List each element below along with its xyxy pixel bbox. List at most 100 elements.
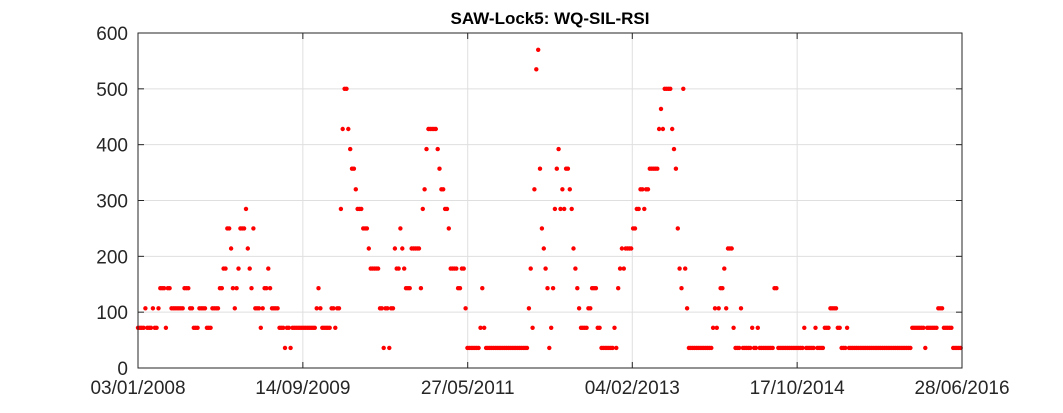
data-point xyxy=(282,345,288,351)
data-point xyxy=(264,286,269,291)
data-point xyxy=(420,206,425,212)
data-point xyxy=(844,325,850,330)
data-point xyxy=(722,266,727,271)
data-point xyxy=(351,166,357,171)
data-point xyxy=(552,206,558,212)
y-tick-label: 0 xyxy=(117,359,128,380)
data-point xyxy=(416,246,422,251)
data-point xyxy=(241,226,247,231)
data-point xyxy=(532,187,537,192)
data-point xyxy=(141,325,146,330)
data-point xyxy=(444,206,450,212)
data-point xyxy=(400,246,405,251)
data-point xyxy=(655,166,660,171)
data-point xyxy=(714,325,719,330)
data-point xyxy=(202,306,208,311)
data-point xyxy=(338,206,344,212)
data-point xyxy=(314,306,319,311)
x-tick-label: 14/09/2009 xyxy=(255,378,350,399)
data-point xyxy=(422,187,427,192)
data-point xyxy=(318,306,323,311)
data-point xyxy=(575,286,580,291)
data-point xyxy=(286,325,291,330)
data-point xyxy=(247,266,252,271)
y-tick-label: 100 xyxy=(96,303,128,324)
data-point xyxy=(396,266,401,271)
data-point xyxy=(584,325,589,330)
data-point xyxy=(267,286,273,291)
data-point xyxy=(833,306,839,311)
data-point xyxy=(534,67,539,72)
data-point xyxy=(576,306,582,311)
data-point xyxy=(673,166,679,171)
data-point xyxy=(316,286,321,291)
data-point xyxy=(366,246,371,251)
data-point xyxy=(569,206,574,212)
data-point xyxy=(617,266,623,271)
data-point xyxy=(232,306,237,311)
y-axis: 0 100 200 300 400 500 600 xyxy=(96,24,962,380)
data-point xyxy=(457,286,463,291)
data-point xyxy=(934,325,939,330)
data-point xyxy=(331,306,336,311)
data-point xyxy=(476,345,481,351)
data-point xyxy=(560,187,565,192)
data-point xyxy=(813,325,818,330)
data-point xyxy=(258,325,263,330)
data-point xyxy=(921,325,926,330)
grid-lines xyxy=(138,33,962,368)
data-point xyxy=(709,345,714,351)
data-point xyxy=(668,86,673,92)
data-point xyxy=(679,286,684,291)
data-point xyxy=(556,146,561,152)
y-tick-label: 300 xyxy=(96,192,128,213)
data-point xyxy=(539,226,545,231)
data-point xyxy=(565,166,571,171)
data-point xyxy=(645,187,651,192)
data-point xyxy=(353,187,358,192)
data-point xyxy=(677,266,682,271)
data-point xyxy=(826,325,831,330)
data-point xyxy=(418,286,424,291)
data-point xyxy=(364,226,370,231)
data-point xyxy=(461,266,466,271)
data-point xyxy=(802,325,807,330)
data-point xyxy=(681,86,686,92)
data-point xyxy=(562,206,567,212)
data-point xyxy=(526,306,532,311)
data-point xyxy=(558,206,563,212)
data-point xyxy=(753,345,759,351)
data-point xyxy=(150,306,156,311)
chart-title: SAW-Lock5: WQ-SIL-RSI xyxy=(451,9,650,28)
data-point xyxy=(923,345,928,351)
data-point xyxy=(327,325,332,330)
data-point xyxy=(774,286,779,291)
x-axis: 03/01/2008 14/09/2009 27/05/2011 04/02/2013… xyxy=(90,33,1010,399)
data-point xyxy=(597,325,602,330)
data-point xyxy=(266,266,271,271)
data-point xyxy=(642,206,647,212)
data-point xyxy=(748,345,753,351)
data-point xyxy=(571,246,576,251)
data-point xyxy=(837,325,842,330)
data-point xyxy=(208,325,213,330)
data-point xyxy=(359,206,364,212)
data-point xyxy=(554,166,559,171)
data-point xyxy=(143,306,148,311)
data-point xyxy=(333,325,338,330)
data-point xyxy=(737,345,742,351)
data-point xyxy=(251,226,256,231)
data-point xyxy=(392,246,398,251)
data-point xyxy=(770,345,775,351)
data-point xyxy=(288,345,293,351)
data-point xyxy=(375,266,381,271)
data-point xyxy=(189,306,195,311)
data-point xyxy=(632,226,638,231)
x-tick-label: 28/06/2016 xyxy=(914,378,1009,399)
data-point xyxy=(344,86,349,92)
data-point xyxy=(482,325,487,330)
data-point xyxy=(161,286,167,291)
data-point xyxy=(223,266,228,271)
data-point xyxy=(227,226,232,231)
